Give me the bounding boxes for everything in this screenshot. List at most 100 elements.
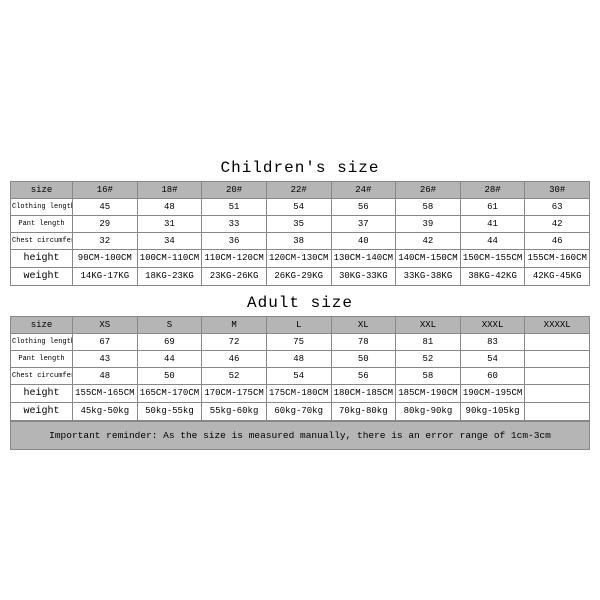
cell: 75: [266, 333, 331, 350]
col-header: M: [202, 316, 267, 333]
cell: 50: [331, 350, 396, 367]
cell: 185CM-190CM: [396, 384, 461, 402]
cell: 52: [202, 367, 267, 384]
cell: 33: [202, 215, 267, 232]
col-header: XS: [73, 316, 138, 333]
col-header: size: [11, 316, 73, 333]
row-label: Chest circumference 1/2: [11, 367, 73, 384]
cell: 175CM-180CM: [266, 384, 331, 402]
table-row: Chest circumference 1/248505254565860: [11, 367, 590, 384]
cell: 90kg-105kg: [460, 402, 525, 420]
cell: 120CM-130CM: [266, 249, 331, 267]
cell: [525, 402, 590, 420]
cell: 43: [73, 350, 138, 367]
cell: 36: [202, 232, 267, 249]
cell: 44: [137, 350, 202, 367]
cell: 83: [460, 333, 525, 350]
cell: 61: [460, 198, 525, 215]
table-row: weight45kg-50kg50kg-55kg55kg-60kg60kg-70…: [11, 402, 590, 420]
cell: 81: [396, 333, 461, 350]
cell: 34: [137, 232, 202, 249]
cell: [525, 350, 590, 367]
cell: 52: [396, 350, 461, 367]
cell: 155CM-165CM: [73, 384, 138, 402]
row-label: weight: [11, 267, 73, 285]
table-row: height155CM-165CM165CM-170CM170CM-175CM1…: [11, 384, 590, 402]
col-header: 16#: [73, 181, 138, 198]
cell: 23KG-26KG: [202, 267, 267, 285]
cell: 78: [331, 333, 396, 350]
reminder-text: Important reminder: As the size is measu…: [10, 421, 590, 450]
col-header: 24#: [331, 181, 396, 198]
cell: 58: [396, 367, 461, 384]
cell: 31: [137, 215, 202, 232]
cell: 48: [73, 367, 138, 384]
table-row: Clothing length4548515456586163: [11, 198, 590, 215]
cell: 18KG-23KG: [137, 267, 202, 285]
adult-size-table: size XS S M L XL XXL XXXL XXXXL Clothing…: [10, 316, 590, 421]
cell: 35: [266, 215, 331, 232]
cell: 51: [202, 198, 267, 215]
cell: 40: [331, 232, 396, 249]
cell: 180CM-185CM: [331, 384, 396, 402]
cell: 58: [396, 198, 461, 215]
cell: 100CM-110CM: [137, 249, 202, 267]
col-header: 20#: [202, 181, 267, 198]
cell: 38: [266, 232, 331, 249]
cell: 190CM-195CM: [460, 384, 525, 402]
table-row: Pant length43444648505254: [11, 350, 590, 367]
col-header: L: [266, 316, 331, 333]
row-label: weight: [11, 402, 73, 420]
cell: 41: [460, 215, 525, 232]
cell: 26KG-29KG: [266, 267, 331, 285]
col-header: XXXXL: [525, 316, 590, 333]
col-header: XXXL: [460, 316, 525, 333]
cell: 38KG-42KG: [460, 267, 525, 285]
row-label: Clothing length: [11, 198, 73, 215]
col-header: size: [11, 181, 73, 198]
cell: 33KG-38KG: [396, 267, 461, 285]
cell: 50kg-55kg: [137, 402, 202, 420]
cell: 170CM-175CM: [202, 384, 267, 402]
cell: 140CM-150CM: [396, 249, 461, 267]
cell: 42: [396, 232, 461, 249]
cell: 90CM-100CM: [73, 249, 138, 267]
cell: 54: [266, 367, 331, 384]
table-row: Clothing length67697275788183: [11, 333, 590, 350]
adult-title: Adult size: [10, 294, 590, 312]
cell: 29: [73, 215, 138, 232]
col-header: XL: [331, 316, 396, 333]
cell: 130CM-140CM: [331, 249, 396, 267]
row-label: Pant length: [11, 350, 73, 367]
cell: 48: [137, 198, 202, 215]
table-row: Pant length2931333537394142: [11, 215, 590, 232]
cell: 14KG-17KG: [73, 267, 138, 285]
col-header: S: [137, 316, 202, 333]
col-header: 18#: [137, 181, 202, 198]
cell: 50: [137, 367, 202, 384]
table-row: weight14KG-17KG18KG-23KG23KG-26KG26KG-29…: [11, 267, 590, 285]
cell: 56: [331, 198, 396, 215]
cell: 69: [137, 333, 202, 350]
cell: 39: [396, 215, 461, 232]
col-header: XXL: [396, 316, 461, 333]
row-label: height: [11, 384, 73, 402]
cell: [525, 384, 590, 402]
cell: 56: [331, 367, 396, 384]
cell: [525, 367, 590, 384]
cell: 70kg-80kg: [331, 402, 396, 420]
cell: 54: [266, 198, 331, 215]
cell: 45kg-50kg: [73, 402, 138, 420]
cell: 42KG-45KG: [525, 267, 590, 285]
row-label: Clothing length: [11, 333, 73, 350]
cell: 155CM-160CM: [525, 249, 590, 267]
cell: 46: [525, 232, 590, 249]
cell: 60kg-70kg: [266, 402, 331, 420]
col-header: 30#: [525, 181, 590, 198]
children-title: Children's size: [10, 159, 590, 177]
row-label: Pant length: [11, 215, 73, 232]
cell: 48: [266, 350, 331, 367]
cell: 72: [202, 333, 267, 350]
table-row: Chest circumference 1/23234363840424446: [11, 232, 590, 249]
adult-header-row: size XS S M L XL XXL XXXL XXXXL: [11, 316, 590, 333]
